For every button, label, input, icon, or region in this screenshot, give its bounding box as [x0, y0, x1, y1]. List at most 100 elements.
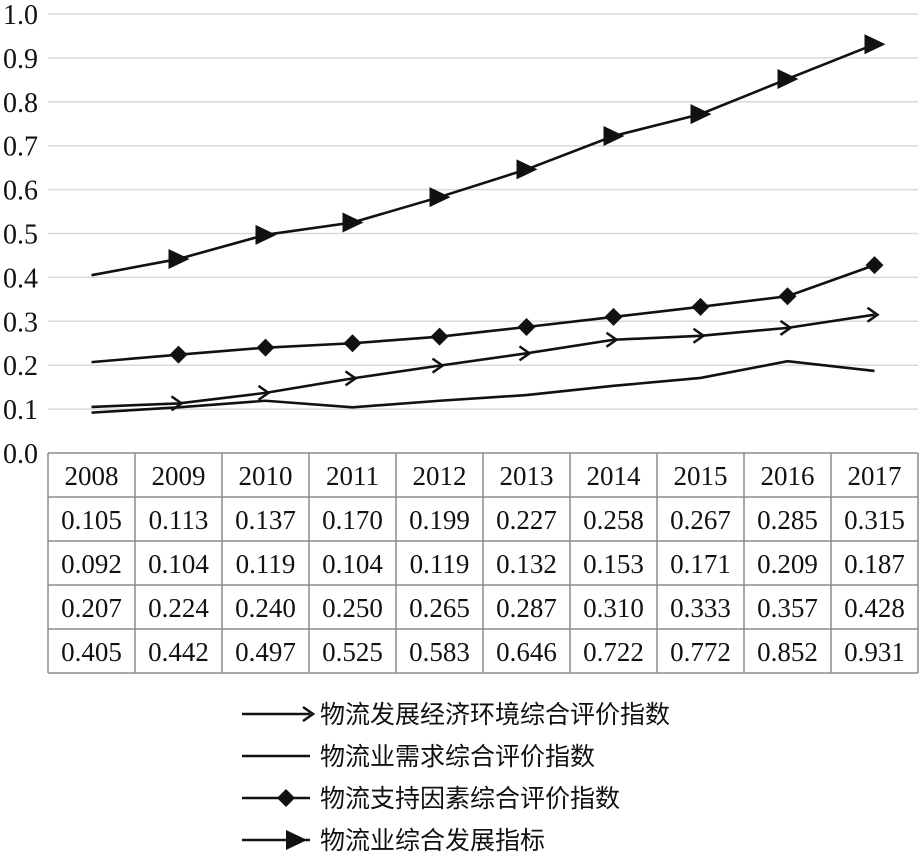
- data-label: 0.772: [670, 637, 731, 667]
- data-point-marker: [778, 287, 797, 306]
- y-tick-label: 0.2: [3, 351, 38, 382]
- data-point-marker: [603, 126, 625, 147]
- data-point-marker: [256, 338, 275, 357]
- data-label: 0.357: [757, 593, 818, 623]
- legend: 物流发展经济环境综合评价指数物流业需求综合评价指数物流支持因素综合评价指数物流业…: [242, 700, 670, 855]
- legend-label: 物流发展经济环境综合评价指数: [320, 700, 670, 729]
- data-label: 0.224: [148, 593, 209, 623]
- grid-layer: [48, 13, 918, 410]
- x-tick-label: 2009: [152, 461, 206, 491]
- data-point-marker: [431, 357, 445, 374]
- x-tick-label: 2014: [587, 461, 642, 491]
- series-4: [91, 34, 886, 277]
- data-point-marker: [516, 159, 538, 180]
- data-point-marker: [342, 212, 364, 233]
- data-label: 0.285: [757, 505, 818, 535]
- data-label: 0.113: [149, 505, 209, 535]
- data-label: 0.170: [322, 505, 383, 535]
- data-point-marker: [517, 318, 536, 337]
- legend-item: 物流发展经济环境综合评价指数: [242, 700, 670, 729]
- data-label: 0.646: [496, 637, 557, 667]
- data-label: 0.207: [61, 593, 122, 623]
- y-tick-label: 0.3: [3, 307, 38, 338]
- data-label: 0.310: [583, 593, 644, 623]
- data-label: 0.267: [670, 505, 731, 535]
- data-point-marker: [168, 248, 190, 269]
- data-label: 0.092: [61, 549, 122, 579]
- data-label: 0.852: [757, 637, 818, 667]
- data-point-marker: [286, 830, 307, 850]
- data-label: 0.119: [236, 549, 296, 579]
- data-label: 0.171: [670, 549, 731, 579]
- data-label: 0.209: [757, 549, 818, 579]
- data-label: 0.105: [61, 505, 122, 535]
- data-label: 0.287: [496, 593, 557, 623]
- data-point-marker: [429, 187, 451, 208]
- data-label: 0.333: [670, 593, 731, 623]
- data-label: 0.240: [235, 593, 296, 623]
- legend-item: 物流业综合发展指标: [242, 826, 545, 855]
- data-label: 0.104: [148, 549, 209, 579]
- x-tick-label: 2015: [674, 461, 728, 491]
- legend-item: 物流支持因素综合评价指数: [242, 784, 620, 813]
- data-point-marker: [777, 68, 799, 89]
- data-point-marker: [518, 345, 532, 362]
- y-tick-label: 0.8: [3, 88, 38, 119]
- data-label: 0.931: [844, 637, 905, 667]
- y-tick-label: 0.7: [3, 132, 38, 163]
- data-point-marker: [257, 384, 271, 401]
- data-label: 0.187: [844, 549, 905, 579]
- data-label: 0.265: [409, 593, 470, 623]
- x-tick-label: 2016: [761, 461, 815, 491]
- series-3: [91, 256, 884, 364]
- data-label: 0.428: [844, 593, 905, 623]
- data-point-marker: [277, 789, 295, 807]
- data-label: 0.258: [583, 505, 644, 535]
- data-label: 0.583: [409, 637, 470, 667]
- legend-item: 物流业需求综合评价指数: [242, 742, 595, 771]
- data-label: 0.153: [583, 549, 644, 579]
- x-tick-label: 2017: [848, 461, 902, 491]
- x-tick-label: 2008: [65, 461, 119, 491]
- series-line: [91, 313, 875, 409]
- data-point-marker: [691, 297, 710, 316]
- y-tick-label: 0.9: [3, 44, 38, 75]
- data-label: 0.442: [148, 637, 209, 667]
- data-label: 0.119: [410, 549, 470, 579]
- legend-label: 物流业需求综合评价指数: [320, 742, 595, 771]
- data-point-marker: [866, 306, 880, 323]
- data-point-marker: [343, 334, 362, 353]
- series-line: [91, 359, 875, 414]
- data-label: 0.250: [322, 593, 383, 623]
- series-line: [91, 43, 875, 277]
- data-table: 2008 2009 2010 2011 2012 2013 2014 2015 2016 2017…: [47, 452, 919, 674]
- data-label: 0.315: [844, 505, 905, 535]
- series-1: [91, 306, 880, 412]
- data-point-marker: [692, 327, 706, 344]
- data-point-marker: [864, 34, 886, 55]
- y-axis: 0.0 0.1 0.2 0.3 0.4 0.5 0.6 0.7 0.8 0.9 1.0: [3, 0, 38, 470]
- data-point-marker: [605, 331, 619, 348]
- data-point-marker: [690, 104, 712, 125]
- data-label: 0.722: [583, 637, 644, 667]
- data-point-marker: [430, 327, 449, 346]
- series-2: [91, 359, 875, 414]
- plot-area: [91, 34, 886, 414]
- data-label: 0.227: [496, 505, 557, 535]
- y-tick-label: 1.0: [3, 0, 38, 31]
- data-label: 0.497: [235, 637, 296, 667]
- data-label: 0.405: [61, 637, 122, 667]
- y-tick-label: 0.4: [3, 263, 38, 294]
- data-point-marker: [169, 345, 188, 364]
- y-tick-label: 0.0: [3, 439, 38, 470]
- data-point-marker: [255, 224, 277, 245]
- data-label: 0.525: [322, 637, 383, 667]
- data-label: 0.104: [322, 549, 383, 579]
- legend-label: 物流业综合发展指标: [320, 826, 545, 852]
- data-point-marker: [302, 705, 316, 723]
- legend-label: 物流支持因素综合评价指数: [320, 784, 620, 813]
- x-tick-label: 2011: [326, 461, 379, 491]
- x-tick-label: 2013: [500, 461, 554, 491]
